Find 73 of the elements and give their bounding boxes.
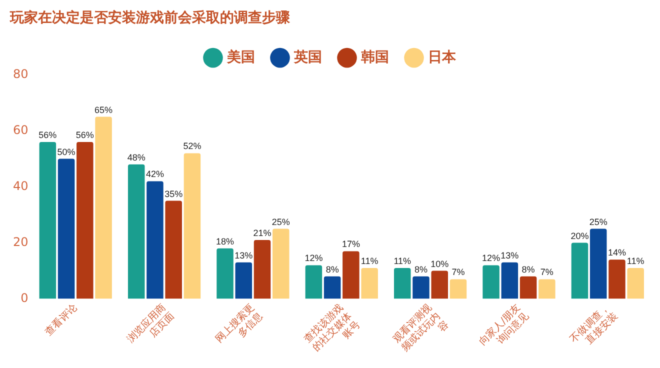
data-label: 13%	[500, 250, 519, 260]
bar	[305, 265, 322, 299]
y-tick-label: 60	[12, 122, 28, 137]
data-label: 25%	[272, 216, 290, 227]
bar	[520, 276, 537, 299]
bar	[412, 276, 430, 299]
y-tick-label: 80	[12, 66, 28, 81]
data-label: 20%	[570, 230, 589, 241]
data-label: 12%	[482, 253, 500, 264]
data-label: 56%	[38, 130, 57, 140]
bar	[235, 262, 252, 299]
legend-label: 英国	[293, 49, 322, 66]
data-label: 17%	[342, 239, 360, 250]
legend-label: 日本	[428, 49, 457, 66]
x-tick-label: 观看评测视 频或试玩内 容	[390, 302, 452, 354]
x-tick-label: 向家人/朋友 询问意见	[476, 302, 532, 348]
data-label: 8%	[522, 264, 535, 274]
data-label: 7%	[452, 267, 465, 278]
data-label: 25%	[589, 216, 608, 227]
x-tick-label: 查找该游戏 的社交媒体 账号	[302, 302, 363, 354]
chart-title: 玩家在决定是否安装游戏前会采取的调查步骤	[9, 9, 291, 26]
bar	[361, 268, 378, 299]
bar	[128, 164, 145, 299]
bar	[394, 268, 411, 299]
bar	[482, 265, 500, 299]
data-label: 18%	[216, 236, 234, 246]
bar	[538, 279, 556, 299]
data-label: 8%	[326, 264, 339, 274]
y-tick-label: 40	[12, 178, 28, 193]
bar	[431, 270, 448, 299]
data-label: 11%	[394, 256, 412, 266]
bar	[146, 181, 164, 299]
x-tick-label: 网上搜索更 多信息	[213, 302, 266, 346]
data-label: 12%	[304, 253, 323, 264]
x-tick-label: 查看评论	[42, 302, 80, 338]
data-label: 7%	[540, 267, 554, 278]
data-label: 13%	[234, 250, 253, 260]
bar	[272, 228, 290, 299]
bar	[76, 142, 94, 299]
bar	[342, 251, 360, 299]
x-tick-label: 浏览应用商 店页面	[124, 302, 177, 346]
y-tick-label: 20	[12, 234, 28, 249]
bar	[254, 240, 271, 299]
bar	[324, 276, 341, 299]
data-label: 14%	[608, 248, 626, 258]
bar	[571, 242, 588, 299]
x-tick-label: 不做调查， 直接安装	[568, 302, 620, 347]
bar	[184, 153, 201, 299]
bar	[450, 279, 467, 299]
data-label: 11%	[360, 256, 378, 266]
data-label: 11%	[626, 256, 644, 266]
bar	[165, 200, 182, 299]
legend-label: 韩国	[360, 49, 389, 66]
bar	[590, 228, 607, 299]
data-label: 10%	[430, 258, 449, 269]
legend-label: 美国	[226, 48, 255, 66]
bar	[39, 142, 56, 299]
data-label: 35%	[164, 188, 183, 199]
bar	[95, 116, 112, 299]
bar	[608, 260, 626, 299]
y-tick-label: 0	[20, 290, 28, 305]
bar	[216, 248, 234, 299]
data-label: 50%	[57, 146, 76, 157]
bar	[58, 158, 75, 299]
data-label: 56%	[76, 130, 94, 140]
bar	[627, 268, 644, 299]
bar	[501, 262, 518, 299]
data-label: 21%	[253, 228, 272, 238]
data-label: 8%	[414, 264, 428, 274]
data-label: 48%	[127, 152, 146, 162]
data-label: 52%	[183, 141, 202, 152]
data-label: 42%	[146, 169, 164, 180]
data-label: 65%	[94, 104, 113, 115]
